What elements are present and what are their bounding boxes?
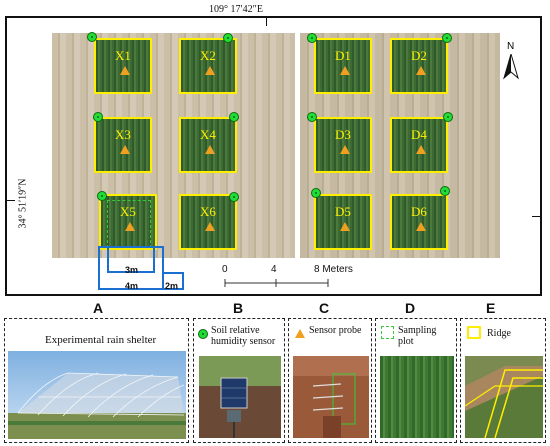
humidity-sensor-legend-icon	[198, 329, 208, 339]
sensor-probe-icon	[205, 66, 215, 75]
ridge-photo	[465, 356, 543, 438]
north-label: N	[507, 41, 515, 52]
ridge-plot: D4	[390, 117, 448, 173]
probe-photo	[293, 356, 369, 438]
sensor-probe-icon	[416, 222, 426, 231]
humidity-sensor-icon	[223, 33, 233, 43]
dimension-2m	[164, 272, 184, 290]
aerial-image-left	[52, 33, 295, 258]
humidity-sensor-icon	[307, 33, 317, 43]
latitude-tick	[5, 200, 15, 201]
sensor-probe-icon	[416, 66, 426, 75]
scale-label-8: 8 Meters	[314, 264, 353, 275]
sensor-probe-icon	[120, 145, 130, 154]
ridge-plot: X6	[179, 194, 237, 250]
plot-label: D3	[335, 127, 351, 142]
plot-label: D2	[411, 48, 427, 63]
humidity-sensor-icon	[87, 32, 97, 42]
sensor-probe-icon	[416, 145, 426, 154]
longitude-label: 109° 17′42″E	[209, 4, 263, 15]
plot-label: D6	[411, 204, 427, 219]
humidity-sensor-icon	[229, 112, 239, 122]
dimension-3m	[107, 246, 155, 273]
panel-c: Sensor probe	[288, 318, 372, 443]
humidity-sensor-icon	[311, 188, 321, 198]
humidity-sensor-icon	[442, 33, 452, 43]
humidity-sensor-icon	[97, 191, 107, 201]
humidity-sensor-icon	[93, 112, 103, 122]
panel-b-letter: B	[233, 300, 244, 316]
plot-label: D5	[335, 204, 351, 219]
panel-a-title: Experimental rain shelter	[45, 334, 157, 346]
rain-shelter-photo	[8, 351, 186, 439]
panel-e-legend: Ridge	[487, 328, 511, 339]
plot-label: D4	[411, 127, 427, 142]
ridge-plot: X2	[179, 38, 237, 94]
sensor-probe-icon	[205, 145, 215, 154]
ridge-plot: X1	[94, 38, 152, 94]
plot-label: X5	[120, 204, 136, 219]
plot-label: X6	[200, 204, 216, 219]
scale-label-0: 0	[222, 264, 228, 275]
sensor-probe-icon	[340, 66, 350, 75]
humidity-sensor-icon	[443, 112, 453, 122]
panel-e-letter: E	[486, 300, 496, 316]
dimension-gap-label: 2m	[165, 281, 179, 291]
plot-label: X2	[200, 48, 216, 63]
ridge-plot: D5	[314, 194, 372, 250]
plot-label: D1	[335, 48, 351, 63]
sampling-plot-photo	[380, 356, 454, 438]
plot-label: X4	[200, 127, 216, 142]
humidity-sensor-icon	[440, 186, 450, 196]
ridge-legend-icon	[467, 326, 481, 339]
scale-label-4: 4	[271, 264, 277, 275]
sensor-probe-icon	[120, 66, 130, 75]
sensor-probe-legend-icon	[295, 329, 305, 338]
ridge-plot: D2	[390, 38, 448, 94]
ridge-plot: X3	[94, 117, 152, 173]
panel-a-letter: A	[93, 300, 104, 316]
dimension-outer-label: 4m	[125, 281, 139, 291]
panel-d-letter: D	[405, 300, 416, 316]
panel-c-letter: C	[319, 300, 330, 316]
humidity-sensor-icon	[229, 192, 239, 202]
dimension-inner-label: 3m	[125, 265, 139, 275]
panel-b-legend: Soil relative humidity sensor	[211, 325, 276, 347]
panel-a: Experimental rain shelter	[4, 318, 189, 443]
panel-b: Soil relative humidity sensor	[193, 318, 285, 443]
longitude-tick	[266, 16, 267, 26]
sampling-plot	[107, 200, 151, 248]
latitude-tick-right	[532, 216, 542, 217]
sampling-plot-legend-icon	[381, 326, 394, 339]
panel-d-legend: Sampling plot	[398, 325, 437, 347]
ridge-plot: D6	[390, 194, 448, 250]
north-arrow-icon	[503, 54, 519, 80]
plot-label: X1	[115, 48, 131, 63]
panel-d: Sampling plot	[375, 318, 457, 443]
latitude-label: 34° 51′19″N	[17, 178, 29, 229]
scale-bar	[224, 279, 329, 287]
ridge-plot: X5	[99, 194, 157, 250]
sensor-probe-icon	[340, 145, 350, 154]
dimension-4m	[98, 246, 164, 290]
panel-c-legend: Sensor probe	[309, 325, 362, 336]
plot-label: X3	[115, 127, 131, 142]
sensor-probe-icon	[205, 222, 215, 231]
sensor-probe-icon	[340, 222, 350, 231]
sensor-probe-icon	[125, 222, 135, 231]
panel-e: Ridge	[460, 318, 546, 443]
ridge-plot: X4	[179, 117, 237, 173]
sensor-photo	[199, 356, 281, 438]
ridge-plot: D1	[314, 38, 372, 94]
ridge-plot: D3	[314, 117, 372, 173]
humidity-sensor-icon	[307, 112, 317, 122]
